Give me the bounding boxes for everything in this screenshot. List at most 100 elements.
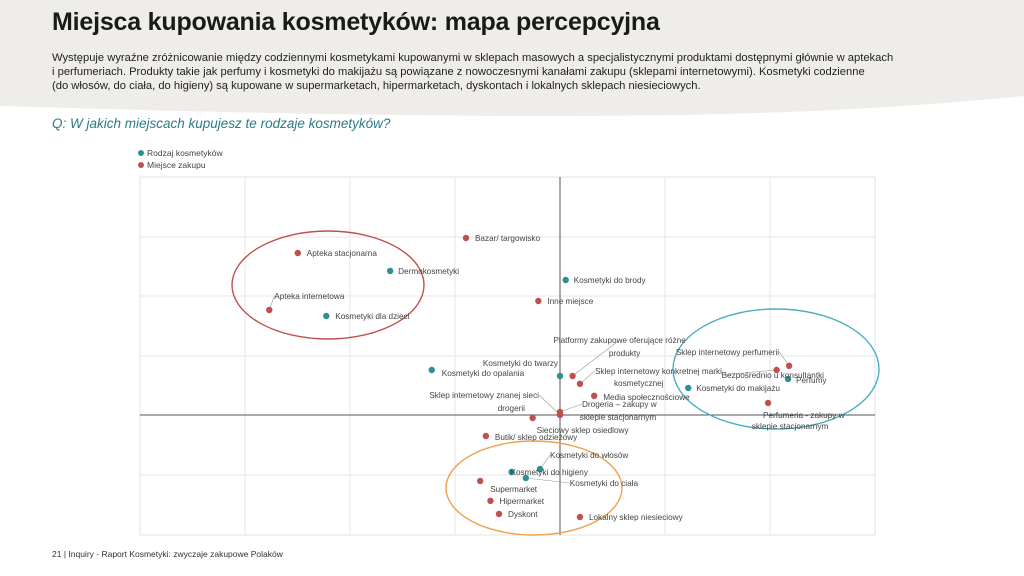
legend-dot-teal [138, 150, 144, 156]
data-label: Kosmetyki do opalania [442, 369, 525, 378]
data-label-line: Bazar/ targowisko [475, 234, 541, 243]
data-point [529, 414, 536, 422]
data-label-line: Inne miejsce [547, 297, 593, 306]
data-point [462, 234, 470, 242]
data-label: Platformy zakupowe oferujące różne produk… [553, 336, 686, 358]
data-label-line: sklepie stacjonarnym [580, 413, 657, 422]
data-label-line: Sklep internetowy konkretnej marki [595, 367, 722, 376]
data-label: Supermarket [490, 485, 538, 494]
data-label: Inne miejsce [547, 297, 593, 306]
data-label: Kosmetyki do brody [574, 276, 647, 285]
legend-item-types: Rodzaj kosmetyków [138, 147, 223, 159]
data-label-line: Media społecznościowe [603, 393, 690, 402]
legend-label: Miejsce zakupu [147, 160, 206, 170]
data-point [535, 297, 542, 305]
description-line: (do włosów, do ciała, do higieny) są kup… [52, 80, 701, 92]
data-label: Lokalny sklep niesieciowy [589, 513, 684, 522]
data-point [508, 468, 515, 476]
data-label-line: Dyskont [508, 510, 538, 519]
data-point [522, 474, 529, 482]
data-point [294, 249, 301, 257]
data-label: Kosmetyki do ciała [570, 479, 639, 488]
data-label: Butik/ sklep odzieżowy [495, 433, 578, 442]
pharmacy-cluster-circle [231, 230, 425, 340]
data-label: Dermokosmetyki [398, 267, 459, 276]
data-label: Drogeria – zakupy w sklepie stacjonarnym [580, 400, 657, 422]
label-leader [579, 370, 596, 385]
survey-question: Q: W jakich miejscach kupujesz te rodzaj… [52, 116, 391, 131]
data-point [773, 366, 780, 374]
data-label-line: Kosmetyki do brody [574, 276, 647, 285]
data-label-line: Kosmetyki do makijażu [696, 384, 780, 393]
mass-market-cluster-circle [445, 440, 623, 536]
data-point [569, 372, 576, 380]
data-label-line: Perfumeria - zakupy w [763, 411, 845, 420]
data-label: Kosmetyki do makijażu [696, 384, 780, 393]
data-label-line: Butik/ sklep odzieżowy [495, 433, 578, 442]
data-label-line: Apteka internetowa [274, 292, 345, 301]
data-label-line: Platformy zakupowe oferujące różne [553, 336, 686, 345]
data-point [386, 267, 394, 275]
data-point [323, 312, 330, 320]
data-point [685, 384, 692, 392]
data-point [428, 366, 435, 374]
data-points [266, 234, 793, 521]
label-leader-lines [269, 295, 790, 484]
data-label-line: kosmetycznej [614, 379, 664, 388]
data-label-line: Perfumy [796, 376, 827, 385]
header-background [0, 0, 1024, 96]
chart-legend: Rodzaj kosmetyków Miejsce zakupu [138, 147, 223, 171]
label-leader [525, 477, 570, 484]
description-line: Występuje wyraźne zróżnicowanie między c… [52, 52, 894, 64]
legend-item-places: Miejsce zakupu [138, 159, 223, 171]
data-label-line: Bezpośrednio u konsultantki [722, 371, 825, 380]
data-label: Perfumeria - zakupy w sklepie stacjonarny… [752, 411, 845, 431]
data-label-line: drogerii [498, 404, 525, 413]
data-point [576, 380, 584, 387]
data-label-line: Kosmetyki do włosów [550, 451, 628, 460]
data-label-line: Dermokosmetyki [398, 267, 459, 276]
data-label-line: Sklep internetowy znanej sieci [429, 391, 539, 400]
legend-dot-red [138, 162, 144, 168]
description-line: i perfumeriach. Produkty takie jak perfu… [52, 66, 865, 78]
legend-label: Rodzaj kosmetyków [147, 148, 223, 158]
data-label-line: Kosmetyki do twarzy [483, 359, 559, 368]
data-point [785, 362, 793, 369]
chart-grid [139, 176, 876, 536]
data-label-line: sklepie stacjonarnym [752, 422, 829, 431]
data-point [591, 392, 598, 399]
data-label-line: Drogeria – zakupy w [582, 400, 657, 409]
data-point [495, 510, 503, 518]
data-label: Kosmetyki do twarzy [483, 359, 559, 368]
data-point [482, 432, 490, 440]
label-leader [538, 394, 561, 416]
data-label: Sklep internetowy perfumerii [676, 348, 779, 357]
data-point [556, 372, 564, 380]
data-point [536, 465, 544, 473]
page-description: Występuje wyraźne zróżnicowanie między c… [52, 51, 992, 93]
data-label-line: Kosmetyki do higieny [511, 468, 589, 477]
data-labels: Dermokosmetyki Kosmetyki dla dzieci Kosmet… [274, 234, 844, 522]
header-curve [0, 96, 1024, 117]
label-leader [559, 403, 583, 413]
data-label: Kosmetyki do włosów [550, 451, 628, 460]
online-cluster-circle [672, 308, 880, 430]
data-label-line: Supermarket [490, 485, 538, 494]
data-point [266, 306, 273, 314]
data-point [556, 408, 564, 416]
data-point [576, 513, 584, 521]
data-label-line: Lokalny sklep niesieciowy [589, 513, 684, 522]
data-label: Media społecznościowe [603, 393, 690, 402]
data-point [477, 477, 484, 485]
data-label: Apteka internetowa [274, 292, 345, 301]
data-label-line: produkty [609, 349, 641, 358]
data-label: Bezpośrednio u konsultantki [722, 371, 825, 380]
data-label: Perfumy [796, 376, 827, 385]
data-label-line: Kosmetyki do opalania [442, 369, 525, 378]
data-point [764, 399, 772, 407]
data-label-line: Sklep internetowy perfumerii [676, 348, 779, 357]
label-leader [721, 369, 777, 376]
data-label: Sklep internetowy konkretnej marki kosmet… [595, 367, 722, 388]
label-leader [572, 339, 620, 377]
